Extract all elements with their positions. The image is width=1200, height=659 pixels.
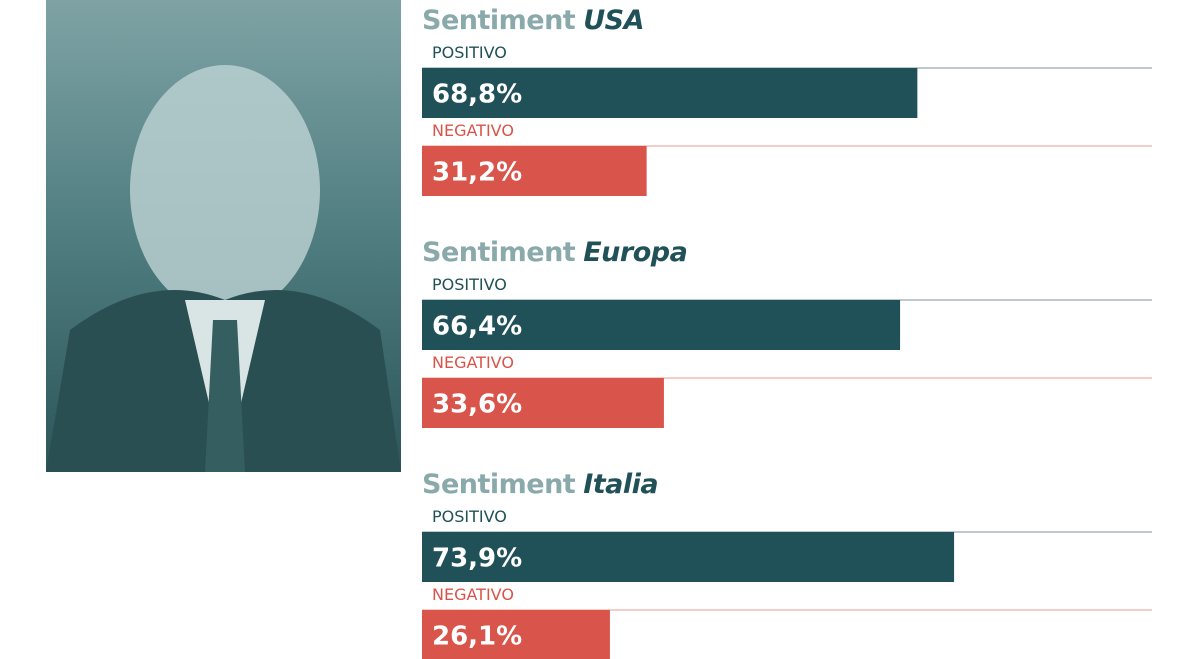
section-title: Sentiment USA [422, 5, 644, 36]
category-label: NEGATIVO [432, 353, 514, 372]
category-label: POSITIVO [432, 43, 507, 62]
title-label: Sentiment [422, 5, 576, 36]
value-label: 66,4% [432, 312, 522, 342]
bar [422, 68, 918, 118]
value-label: 73,9% [432, 544, 522, 574]
value-label: 33,6% [432, 390, 522, 420]
value-label: 31,2% [432, 158, 522, 188]
bar [422, 532, 955, 582]
value-label: 68,8% [432, 80, 522, 110]
section-title: Sentiment Europa [422, 237, 687, 268]
bar [422, 146, 647, 196]
bar [422, 610, 610, 659]
section-title: Sentiment Italia [422, 469, 658, 500]
title-region: Italia [583, 469, 658, 500]
category-label: POSITIVO [432, 507, 507, 526]
title-label: Sentiment [422, 469, 576, 500]
category-label: NEGATIVO [432, 585, 514, 604]
title-region: USA [583, 5, 644, 36]
title-region: Europa [583, 237, 687, 268]
title-label: Sentiment [422, 237, 576, 268]
category-label: NEGATIVO [432, 121, 514, 140]
bar [422, 378, 664, 428]
portrait-photo [46, 0, 401, 472]
value-label: 26,1% [432, 622, 522, 652]
category-label: POSITIVO [432, 275, 507, 294]
bar [422, 300, 901, 350]
